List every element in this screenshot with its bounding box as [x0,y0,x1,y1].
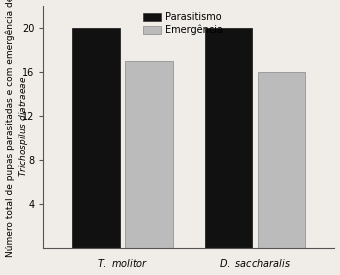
Legend: Parasitismo, Emergência: Parasitismo, Emergência [141,10,225,37]
Bar [205,28,252,248]
Bar [125,60,173,248]
Bar [258,72,305,248]
Y-axis label: Número total de pupas parasitadas e com emergência de
$\it{Trichospilus\ diatrae: Número total de pupas parasitadas e com … [5,0,30,257]
Bar [72,28,120,248]
